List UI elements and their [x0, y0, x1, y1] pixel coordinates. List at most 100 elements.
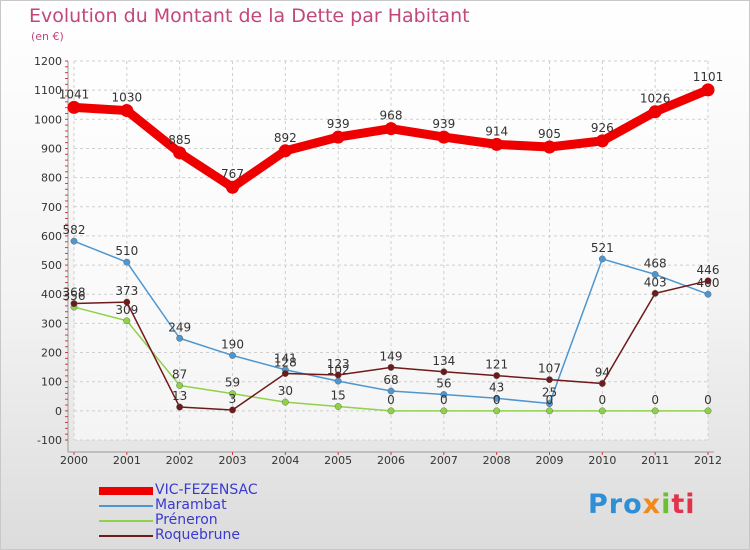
data-point: [651, 271, 659, 278]
data-point: [546, 400, 553, 407]
data-label: 892: [274, 131, 297, 145]
data-point: [123, 298, 131, 306]
data-label: 43: [489, 380, 504, 394]
legend-label: Roquebrune: [155, 527, 241, 543]
x-tick-label: 2000: [60, 454, 88, 467]
y-tick-label: 1100: [34, 84, 62, 97]
data-label: 121: [485, 358, 508, 372]
data-point: [440, 391, 448, 398]
data-label: 141: [274, 352, 297, 366]
data-label: 0: [387, 393, 395, 407]
data-point: [595, 134, 609, 148]
data-point: [440, 368, 448, 376]
x-tick-label: 2004: [271, 454, 299, 467]
data-label: 13: [172, 389, 187, 403]
data-point: [598, 255, 606, 263]
logo-part: i: [661, 489, 672, 520]
y-tick-label: 500: [41, 259, 62, 272]
legend-swatch: [99, 535, 153, 537]
data-label: 149: [380, 349, 403, 363]
data-point: [387, 407, 395, 415]
data-label: 249: [168, 320, 191, 334]
x-tick-label: 2005: [324, 454, 352, 467]
logo-part: x: [642, 489, 662, 520]
data-label: 468: [644, 256, 667, 270]
data-point: [176, 403, 184, 411]
legend-swatch: [99, 505, 153, 507]
data-point: [331, 130, 345, 144]
data-point: [704, 277, 712, 285]
data-label: 25: [542, 386, 557, 400]
y-tick-label: 300: [41, 317, 62, 330]
data-label: 1026: [640, 92, 671, 106]
x-tick-label: 2007: [430, 454, 458, 467]
data-label: 128: [274, 356, 297, 370]
y-tick-label: 800: [41, 172, 62, 185]
legend-label: Marambat: [155, 497, 227, 513]
data-label: 0: [599, 393, 607, 407]
data-label: 939: [327, 117, 350, 131]
data-point: [546, 407, 553, 415]
data-point: [334, 403, 342, 410]
x-tick-label: 2003: [219, 454, 247, 467]
data-point: [493, 372, 501, 379]
data-label: 1041: [59, 87, 90, 101]
data-label: 1030: [112, 91, 143, 105]
y-tick-label: 1000: [34, 113, 62, 126]
data-point: [229, 352, 236, 359]
y-tick-label: -100: [37, 434, 62, 447]
data-point: [704, 290, 712, 298]
data-label: 30: [278, 384, 293, 398]
data-label: 1101: [693, 70, 724, 84]
data-label: 914: [485, 124, 508, 138]
data-point: [67, 100, 81, 114]
data-point: [123, 258, 131, 266]
data-point: [546, 376, 553, 384]
data-label: 3: [229, 392, 237, 406]
legend-swatch: [99, 487, 153, 495]
data-point: [387, 364, 395, 371]
data-point: [281, 398, 289, 406]
y-tick-label: 0: [55, 405, 62, 418]
data-point: [651, 289, 659, 297]
chart-title: Evolution du Montant de la Dette par Hab…: [29, 5, 470, 27]
data-point: [123, 317, 131, 325]
data-label: 0: [704, 393, 712, 407]
data-point: [176, 334, 184, 342]
data-point: [493, 407, 501, 415]
y-tick-label: 100: [41, 376, 62, 389]
logo-part: Pro: [588, 489, 643, 520]
data-label: 446: [697, 263, 720, 277]
data-label: 767: [221, 167, 244, 181]
data-point: [334, 371, 342, 379]
data-label: 510: [115, 244, 138, 258]
data-point: [440, 407, 448, 415]
data-point: [598, 380, 606, 387]
data-label: 134: [432, 354, 455, 368]
x-tick-label: 2006: [377, 454, 405, 467]
data-label: 968: [380, 109, 403, 123]
y-tick-label: 1200: [34, 55, 62, 68]
x-tick-label: 2002: [166, 454, 194, 467]
data-point: [229, 406, 236, 414]
data-point: [648, 105, 662, 119]
data-label: 59: [225, 376, 240, 390]
data-point: [437, 130, 451, 144]
data-label: 885: [168, 133, 191, 147]
data-label: 56: [436, 377, 451, 391]
data-point: [701, 83, 715, 97]
y-tick-label: 200: [41, 347, 62, 360]
data-label: 582: [63, 223, 86, 237]
data-point: [173, 146, 187, 160]
data-label: 123: [327, 357, 350, 371]
data-point: [598, 407, 606, 415]
chart-unit: (en €): [31, 30, 64, 43]
data-label: 0: [493, 393, 501, 407]
data-label: 68: [383, 373, 398, 387]
data-point: [704, 407, 712, 415]
x-tick-label: 2010: [588, 454, 616, 467]
data-label: 107: [538, 362, 561, 376]
data-label: 939: [432, 117, 455, 131]
